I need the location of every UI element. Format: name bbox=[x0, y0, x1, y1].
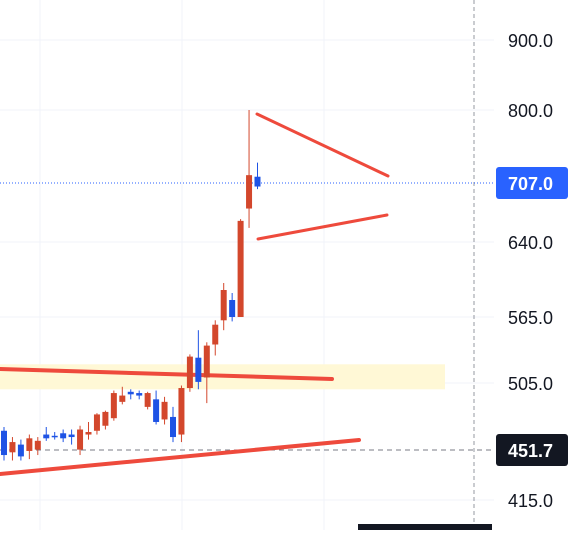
price-tick-label: 505.0 bbox=[508, 374, 553, 394]
candle-body[interactable] bbox=[136, 393, 143, 396]
candles-layer bbox=[1, 110, 261, 461]
price-tick-label: 800.0 bbox=[508, 101, 553, 121]
candle-body[interactable] bbox=[51, 435, 58, 438]
candle-body[interactable] bbox=[254, 176, 261, 187]
candle-body[interactable] bbox=[17, 444, 24, 457]
candle-body[interactable] bbox=[26, 438, 33, 451]
candle-body[interactable] bbox=[85, 432, 92, 435]
candle-body[interactable] bbox=[102, 411, 109, 426]
price-tick-label: 565.0 bbox=[508, 308, 553, 328]
price-badge-label: 707.0 bbox=[508, 174, 553, 194]
candle-body[interactable] bbox=[68, 434, 75, 438]
price-tick-label: 900.0 bbox=[508, 31, 553, 51]
candle-body[interactable] bbox=[93, 414, 100, 431]
candle-body[interactable] bbox=[153, 399, 160, 422]
candle-body[interactable] bbox=[60, 433, 67, 439]
candle-body[interactable] bbox=[161, 401, 168, 420]
candle-body[interactable] bbox=[246, 175, 253, 209]
horizontal-trendline[interactable] bbox=[0, 367, 334, 381]
candle-body[interactable] bbox=[9, 442, 16, 453]
candle-body[interactable] bbox=[203, 345, 210, 378]
candle-body[interactable] bbox=[110, 393, 117, 419]
price-axis: 900.0 800.0 640.0 565.0 505.0 415.0 707.0 451.7 bbox=[358, 0, 572, 530]
pennant-upper-trendline[interactable] bbox=[255, 112, 390, 178]
candle-body[interactable] bbox=[119, 395, 126, 402]
drawings-layer bbox=[0, 112, 494, 476]
price-badge[interactable] bbox=[496, 434, 568, 466]
candle-body[interactable] bbox=[170, 416, 176, 438]
price-badge[interactable] bbox=[496, 167, 568, 199]
candle-body[interactable] bbox=[43, 434, 50, 439]
candle-body[interactable] bbox=[237, 220, 244, 317]
candle-body[interactable] bbox=[212, 324, 219, 345]
candle-body[interactable] bbox=[127, 391, 134, 395]
candle-body[interactable] bbox=[34, 440, 41, 450]
candle-body[interactable] bbox=[77, 429, 84, 450]
crosshair-time-marker bbox=[358, 524, 492, 530]
candle-body[interactable] bbox=[1, 430, 7, 456]
candle-body[interactable] bbox=[229, 300, 236, 317]
pennant-lower-trendline[interactable] bbox=[256, 213, 389, 241]
candle-body[interactable] bbox=[195, 357, 202, 382]
price-tick-label: 640.0 bbox=[508, 233, 553, 253]
candle-body[interactable] bbox=[144, 393, 151, 407]
candle-body[interactable] bbox=[178, 388, 185, 435]
candle-body[interactable] bbox=[186, 356, 193, 389]
price-tick-label: 415.0 bbox=[508, 491, 553, 511]
rising-support-trendline[interactable] bbox=[0, 438, 361, 476]
candle-body[interactable] bbox=[220, 290, 227, 321]
price-badge-label: 451.7 bbox=[508, 441, 553, 461]
